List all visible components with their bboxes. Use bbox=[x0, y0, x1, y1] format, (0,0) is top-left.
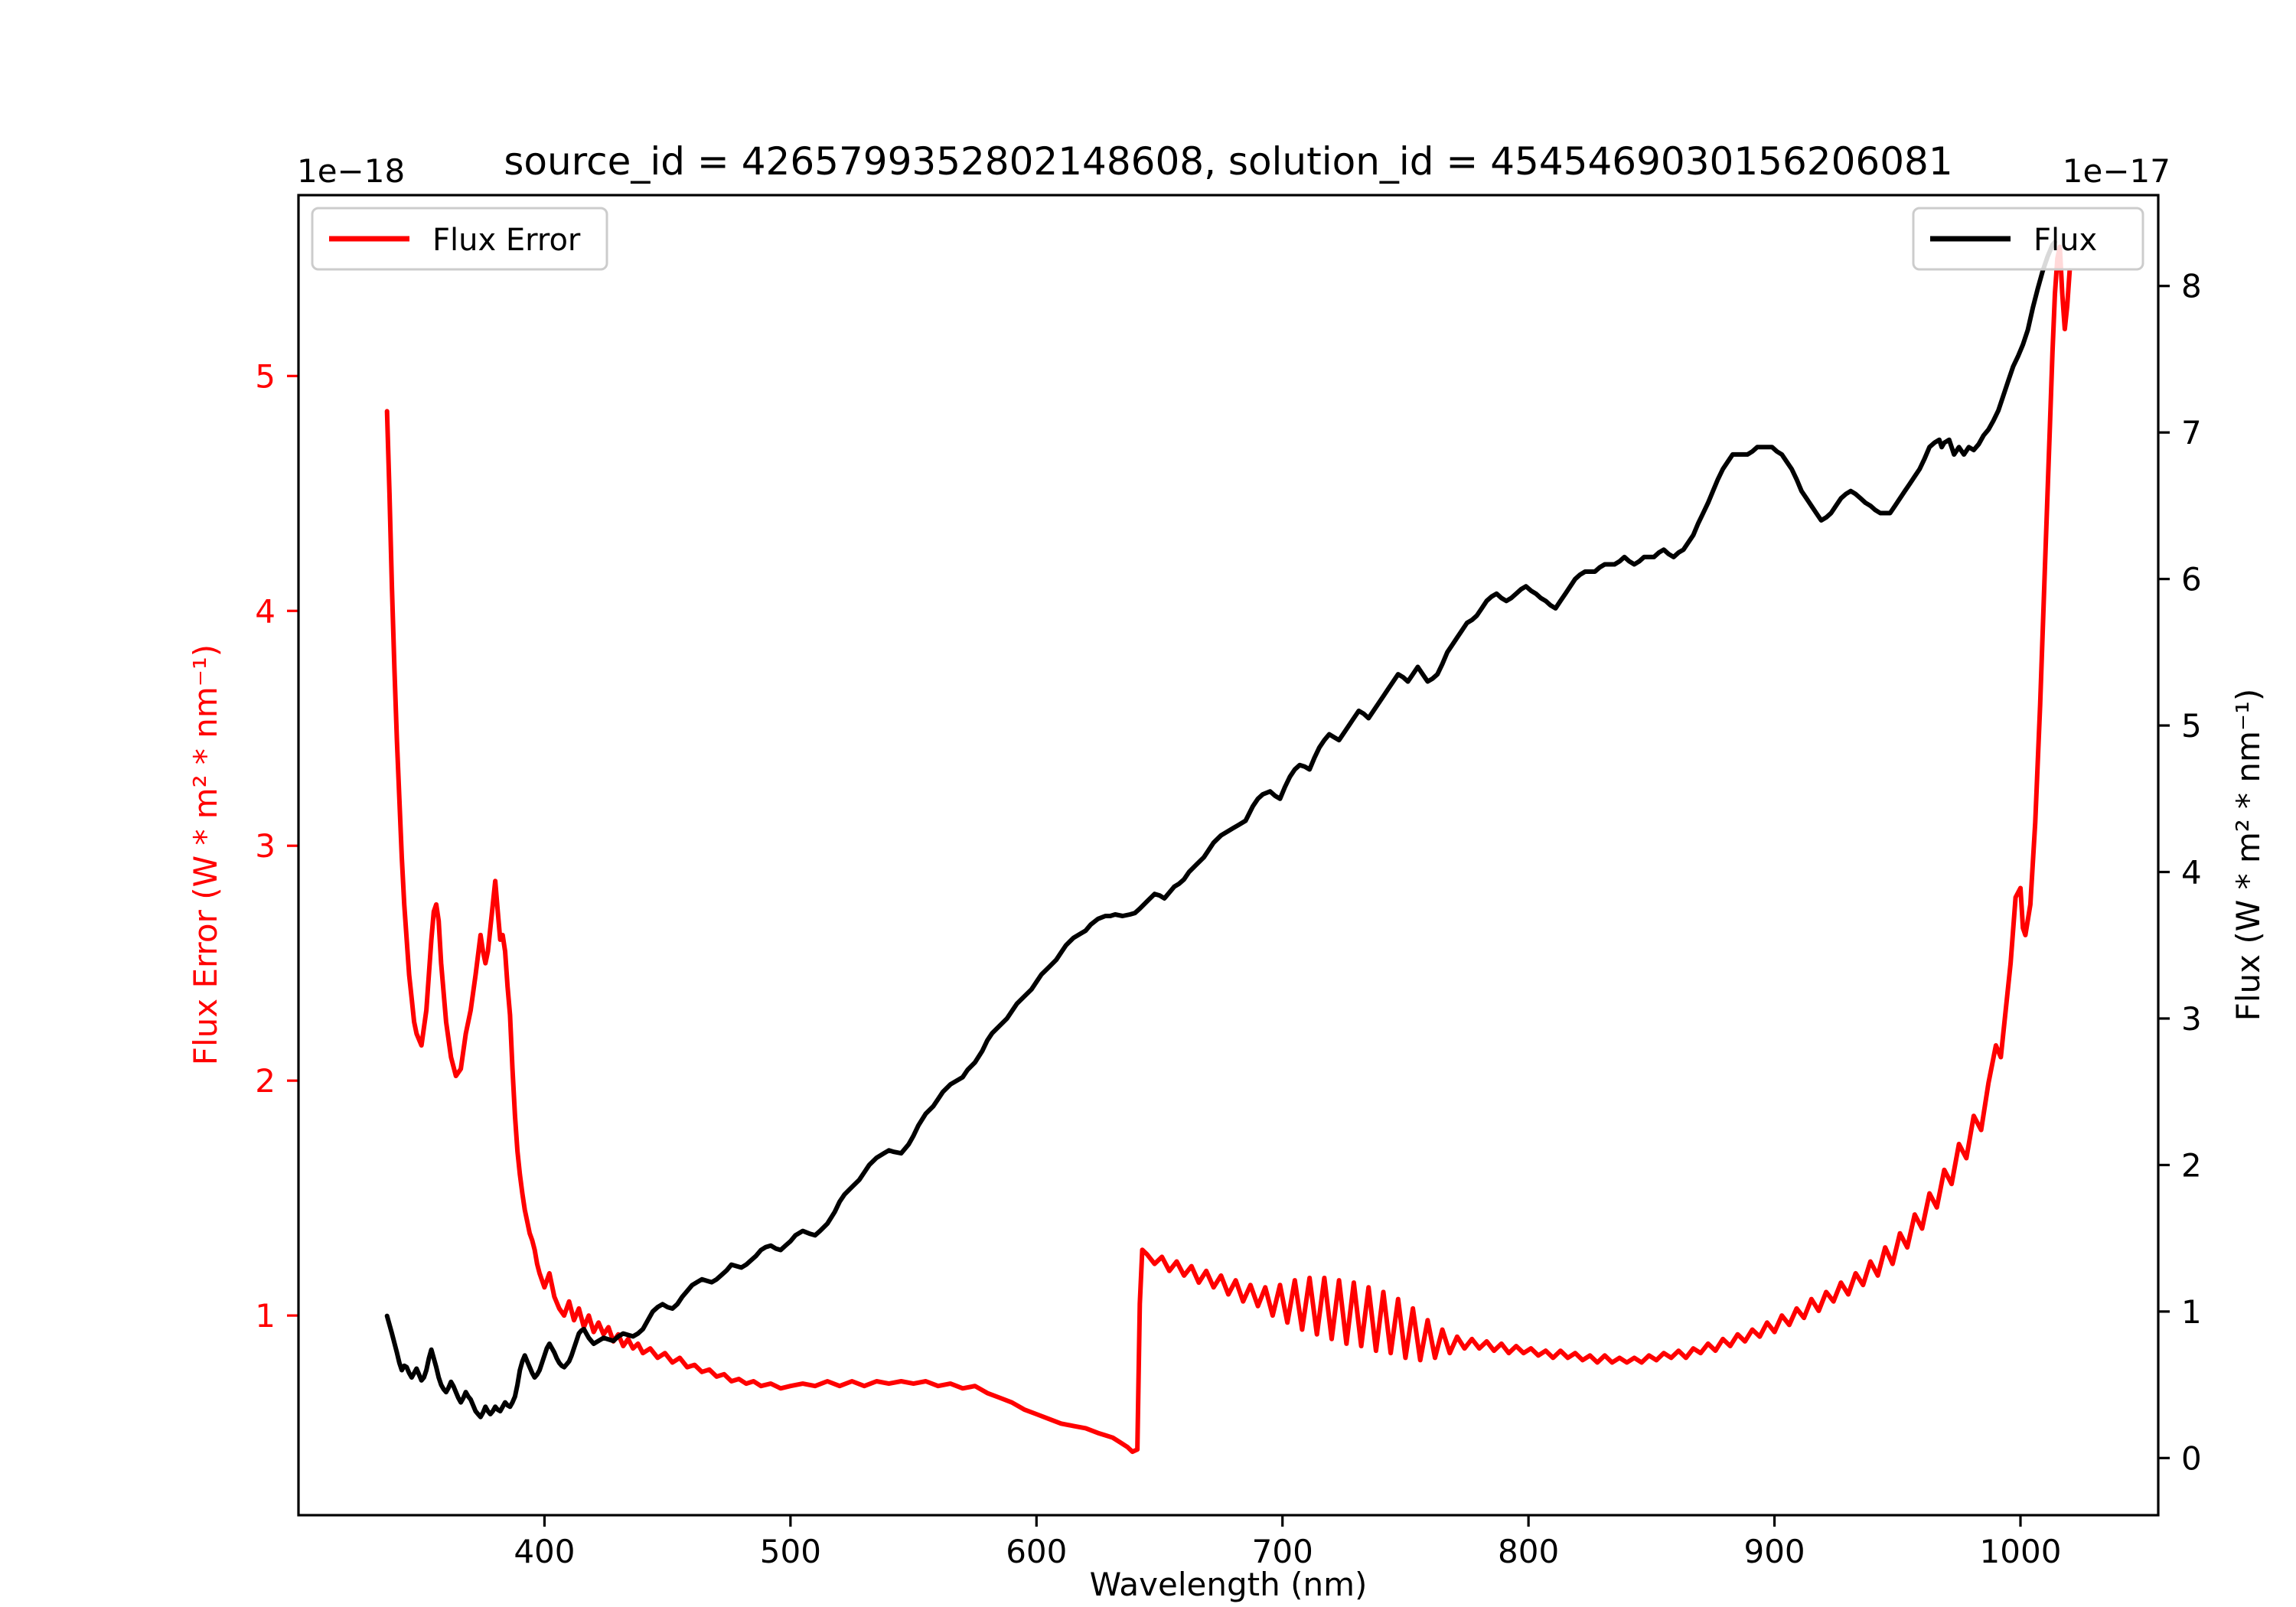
x-tick-label: 1000 bbox=[1980, 1533, 2062, 1570]
right-y-tick-label: 2 bbox=[2181, 1146, 2202, 1184]
right-y-tick-label: 8 bbox=[2181, 268, 2202, 305]
left-y-tick-label: 1 bbox=[255, 1297, 276, 1335]
right-y-tick-label: 4 bbox=[2181, 854, 2202, 892]
right-y-tick-label: 0 bbox=[2181, 1439, 2202, 1477]
x-tick-label: 600 bbox=[1006, 1533, 1067, 1570]
x-tick-label: 400 bbox=[514, 1533, 575, 1570]
x-tick-label: 800 bbox=[1498, 1533, 1559, 1570]
legend-flux-error-box bbox=[311, 207, 608, 271]
legend-flux-box bbox=[1912, 207, 2144, 271]
right-axis-offset-text: 1e−17 bbox=[2063, 152, 2170, 190]
plot-border bbox=[297, 194, 2160, 1517]
right-y-tick-label: 3 bbox=[2181, 1000, 2202, 1038]
legend-flux-label: Flux bbox=[2033, 223, 2097, 258]
series-flux bbox=[384, 240, 2057, 1420]
right-y-tick-label: 7 bbox=[2181, 414, 2202, 451]
right-y-tick-label: 6 bbox=[2181, 561, 2202, 598]
left-y-tick-label: 4 bbox=[255, 592, 276, 630]
plot-generated-content: 400 500 600 700 800 900 1000 1 2 3 4 5 0 1 2 3 4 5 6 7 8 bbox=[255, 240, 2202, 1570]
left-axis-label: Flux Error (W * m² * nm⁻¹) bbox=[187, 644, 224, 1065]
right-axis-label: Flux (W * m² * nm⁻¹) bbox=[2229, 689, 2267, 1022]
legend-flux-error: Flux Error bbox=[311, 207, 608, 271]
x-tick-label: 900 bbox=[1743, 1533, 1805, 1570]
legend-flux: Flux bbox=[1912, 207, 2144, 271]
right-y-tick-label: 1 bbox=[2181, 1293, 2202, 1331]
chart-title: source_id = 4265799352802148608, solutio… bbox=[504, 139, 1952, 184]
series-flux-error bbox=[384, 244, 2073, 1455]
left-y-tick-label: 3 bbox=[255, 827, 276, 865]
right-y-tick-label: 5 bbox=[2181, 707, 2202, 745]
x-tick-label: 700 bbox=[1252, 1533, 1313, 1570]
x-tick-label: 500 bbox=[760, 1533, 821, 1570]
left-y-tick-label: 5 bbox=[255, 357, 276, 395]
left-axis-offset-text: 1e−18 bbox=[297, 152, 405, 190]
x-axis-label: Wavelength (nm) bbox=[1090, 1566, 1368, 1603]
left-y-tick-label: 2 bbox=[255, 1062, 276, 1100]
legend-flux-error-label: Flux Error bbox=[432, 223, 581, 258]
